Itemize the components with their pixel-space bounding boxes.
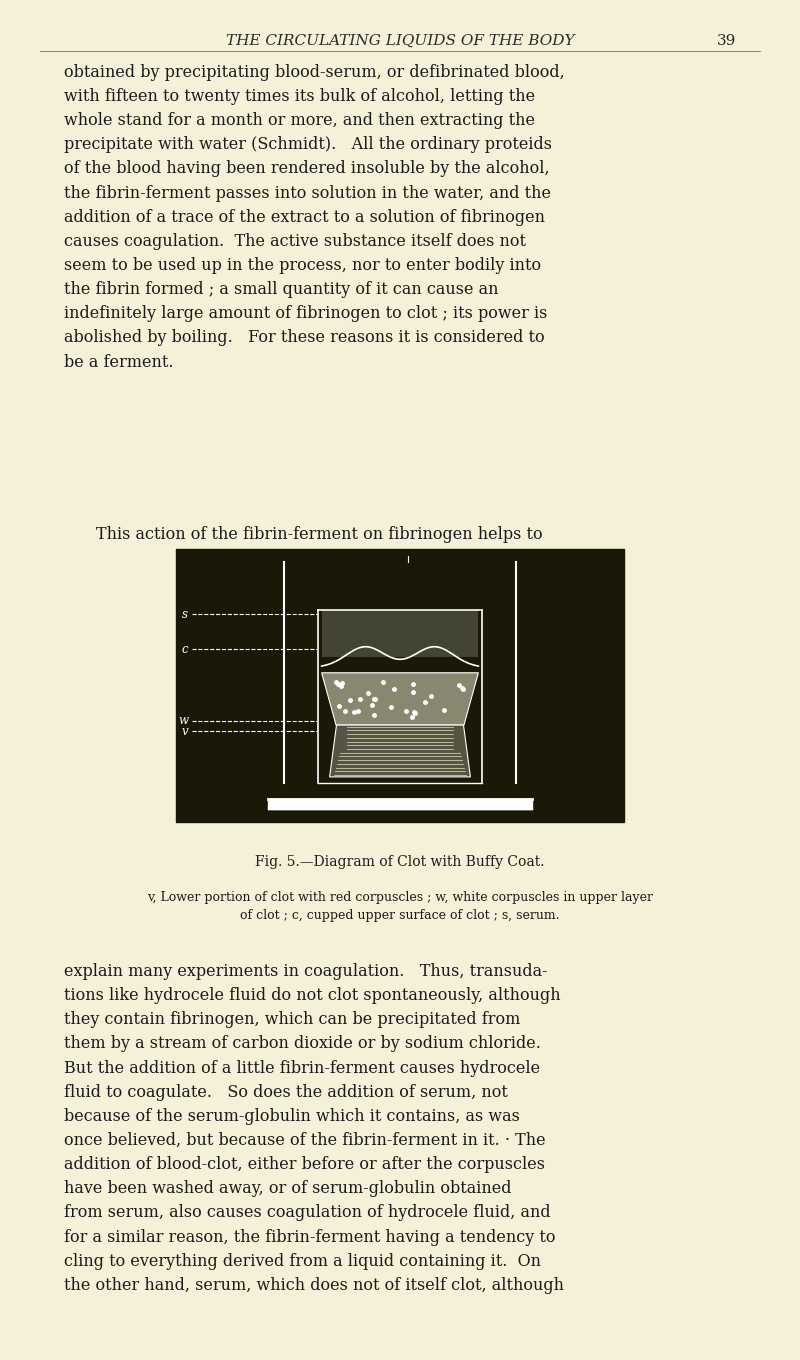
- Text: c: c: [182, 643, 188, 656]
- Text: This action of the fibrin-ferment on fibrinogen helps to: This action of the fibrin-ferment on fib…: [96, 526, 542, 543]
- Text: Fig. 5.—Diagram of Clot with Buffy Coat.: Fig. 5.—Diagram of Clot with Buffy Coat.: [255, 855, 545, 869]
- Polygon shape: [322, 673, 478, 725]
- Text: THE CIRCULATING LIQUIDS OF THE BODY: THE CIRCULATING LIQUIDS OF THE BODY: [226, 34, 574, 48]
- Text: obtained by precipitating blood-serum, or defibrinated blood,
with fifteen to tw: obtained by precipitating blood-serum, o…: [64, 64, 565, 370]
- Polygon shape: [330, 699, 470, 777]
- Text: w: w: [178, 714, 188, 728]
- Text: 39: 39: [717, 34, 736, 48]
- Text: v, Lower portion of clot with red corpuscles ; w, white corpuscles in upper laye: v, Lower portion of clot with red corpus…: [147, 891, 653, 922]
- Bar: [176, 549, 624, 823]
- Text: v: v: [182, 725, 188, 738]
- Text: explain many experiments in coagulation.   Thus, transuda-
tions like hydrocele : explain many experiments in coagulation.…: [64, 963, 564, 1293]
- Text: s: s: [182, 608, 188, 620]
- Polygon shape: [322, 611, 478, 657]
